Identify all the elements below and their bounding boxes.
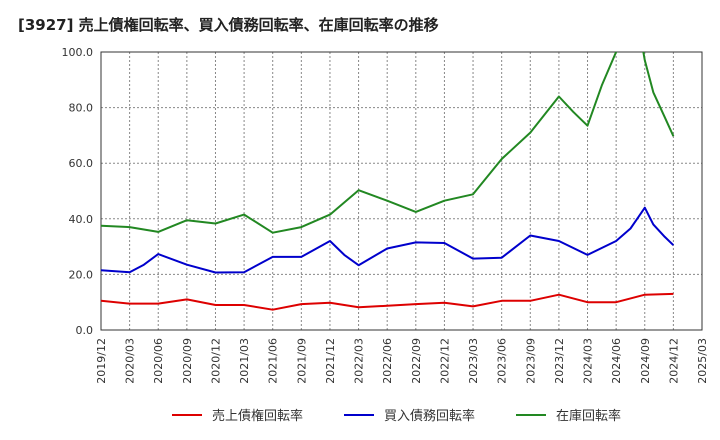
series-line-2	[101, 206, 675, 274]
x-tick-label: 2022/12	[438, 338, 451, 384]
x-tick-label: 2023/03	[467, 338, 480, 384]
x-tick-label: 2021/06	[267, 338, 280, 384]
y-tick-label: 40.0	[69, 213, 94, 226]
series-line-1	[101, 292, 674, 311]
x-tick-label: 2021/03	[238, 338, 251, 384]
plot-frame	[100, 51, 703, 331]
legend-label-1: 売上債権回転率	[212, 408, 303, 424]
x-tick-label: 2024/06	[610, 338, 623, 384]
x-tick-label: 2025/03	[696, 338, 709, 384]
chart-title: [3927] 売上債権回転率、買入債務回転率、在庫回転率の推移	[18, 16, 439, 34]
x-tick-label: 2020/12	[209, 338, 222, 384]
y-tick-label: 20.0	[69, 268, 94, 281]
x-tick-label: 2021/09	[295, 338, 308, 384]
y-tick-label: 60.0	[69, 157, 94, 170]
x-tick-label: 2023/12	[553, 338, 566, 384]
x-tick-label: 2023/06	[496, 338, 509, 384]
x-tick-label: 2024/03	[582, 338, 595, 384]
x-tick-label: 2019/12	[95, 338, 108, 384]
y-tick-label: 0.0	[76, 324, 94, 337]
x-tick-label: 2022/06	[381, 338, 394, 384]
x-tick-label: 2020/09	[181, 338, 194, 384]
x-tick-label: 2021/12	[324, 338, 337, 384]
x-tick-label: 2020/03	[124, 338, 137, 384]
x-tick-label: 2022/09	[410, 338, 423, 384]
x-tick-label: 2024/12	[667, 338, 680, 384]
legend-label-3: 在庫回転率	[556, 408, 621, 424]
y-tick-label: 80.0	[69, 102, 94, 115]
x-tick-label: 2020/06	[152, 338, 165, 384]
x-tick-label: 2024/09	[639, 338, 652, 384]
x-tick-label: 2023/09	[524, 338, 537, 384]
legend-label-2: 買入債務回転率	[384, 408, 475, 424]
x-tick-label: 2022/03	[353, 338, 366, 384]
y-tick-label: 100.0	[62, 46, 94, 59]
series-line-3	[101, 52, 675, 234]
